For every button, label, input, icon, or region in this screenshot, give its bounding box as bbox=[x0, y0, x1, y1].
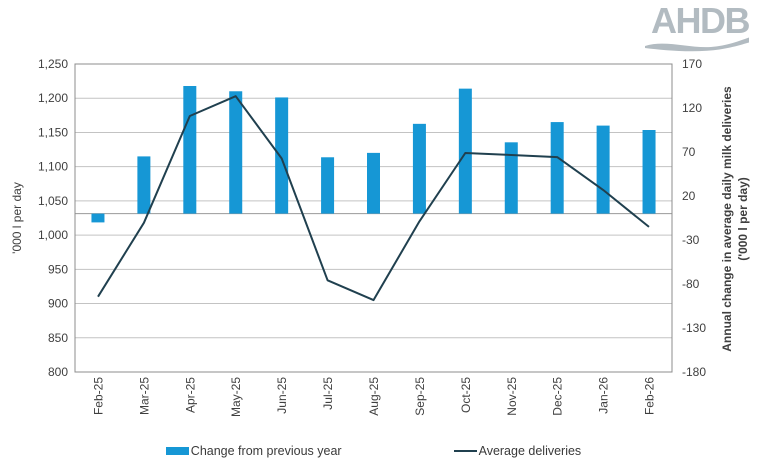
bar-may-25 bbox=[229, 91, 243, 214]
right-axis-tick-label: 120 bbox=[682, 101, 702, 115]
left-axis-tick-label: 1,150 bbox=[38, 125, 68, 139]
left-axis-tick-label: 800 bbox=[48, 365, 68, 379]
right-axis-tick-label: -80 bbox=[682, 277, 700, 291]
left-axis-tick-label: 1,000 bbox=[38, 228, 68, 242]
bar-sep-25 bbox=[412, 123, 426, 214]
right-axis-title-line1: Annual change in average daily milk deli… bbox=[720, 86, 734, 352]
bar-nov-25 bbox=[504, 142, 518, 214]
bar-dec-25 bbox=[550, 122, 564, 214]
bar-aug-25 bbox=[367, 152, 380, 214]
legend-label-line-series: Average deliveries bbox=[478, 444, 582, 458]
right-axis-tick-label: -130 bbox=[682, 321, 706, 335]
right-axis-title-line2: ('000 l per day) bbox=[736, 177, 750, 261]
right-axis-tick-label: 170 bbox=[682, 57, 702, 71]
x-axis-label-oct-25: Oct-25 bbox=[459, 377, 473, 413]
right-axis-title: Annual change in average daily milk deli… bbox=[719, 59, 753, 379]
x-axis-label-dec-25: Dec-25 bbox=[551, 377, 565, 416]
right-axis-tick-label: 70 bbox=[682, 145, 696, 159]
x-axis-label-jul-25: Jul-25 bbox=[321, 377, 335, 410]
x-axis-label-jun-25: Jun-25 bbox=[275, 377, 289, 414]
legend: Change from previous year Average delive… bbox=[75, 440, 672, 462]
plot-border bbox=[74, 63, 673, 373]
x-axis-label-sep-25: Sep-25 bbox=[413, 377, 427, 416]
right-axis-tick-label: -30 bbox=[682, 233, 700, 247]
x-axis-label-feb-25: Feb-25 bbox=[91, 377, 105, 415]
ahdb-logo-swoosh-icon bbox=[645, 37, 749, 52]
bar-jun-25 bbox=[275, 97, 289, 214]
left-axis-tick-label: 1,200 bbox=[38, 91, 68, 105]
left-axis-tick-label: 950 bbox=[48, 262, 68, 276]
left-axis-tick-label: 1,250 bbox=[38, 57, 68, 71]
right-axis-tick-label: -180 bbox=[682, 365, 706, 379]
x-axis-label-nov-25: Nov-25 bbox=[505, 377, 519, 416]
x-axis-label-apr-25: Apr-25 bbox=[183, 377, 197, 413]
left-axis-tick-label: 1,050 bbox=[38, 194, 68, 208]
bar-jan-26 bbox=[596, 125, 610, 214]
bar-series-swatch-icon bbox=[165, 447, 189, 455]
x-axis-label-mar-25: Mar-25 bbox=[137, 377, 151, 415]
x-axis-label-feb-26: Feb-26 bbox=[643, 377, 657, 415]
bar-feb-25 bbox=[91, 213, 105, 223]
bar-mar-25 bbox=[137, 156, 151, 214]
bar-oct-25 bbox=[458, 88, 472, 214]
x-axis-label-jan-26: Jan-26 bbox=[597, 377, 611, 414]
bar-jul-25 bbox=[321, 157, 335, 214]
ahdb-logo-text: AHDB bbox=[651, 0, 751, 41]
legend-item-bar-series: Change from previous year bbox=[165, 444, 342, 458]
ahdb-logo: AHDB bbox=[645, 0, 751, 52]
line-series-swatch-icon bbox=[453, 450, 477, 452]
legend-label-bar-series: Change from previous year bbox=[190, 444, 342, 458]
right-axis-tick-label: 20 bbox=[682, 189, 696, 203]
left-axis-tick-label: 900 bbox=[48, 297, 68, 311]
bar-feb-26 bbox=[642, 130, 656, 214]
x-axis-label-aug-25: Aug-25 bbox=[367, 377, 381, 416]
left-axis-tick-label: 850 bbox=[48, 331, 68, 345]
legend-item-line-series: Average deliveries bbox=[453, 444, 582, 458]
average-deliveries-line bbox=[97, 95, 650, 302]
left-axis-title: '000 l per day bbox=[10, 182, 24, 254]
bar-apr-25 bbox=[183, 86, 197, 214]
left-axis-tick-label: 1,100 bbox=[38, 160, 68, 174]
x-axis-label-may-25: May-25 bbox=[229, 377, 243, 417]
